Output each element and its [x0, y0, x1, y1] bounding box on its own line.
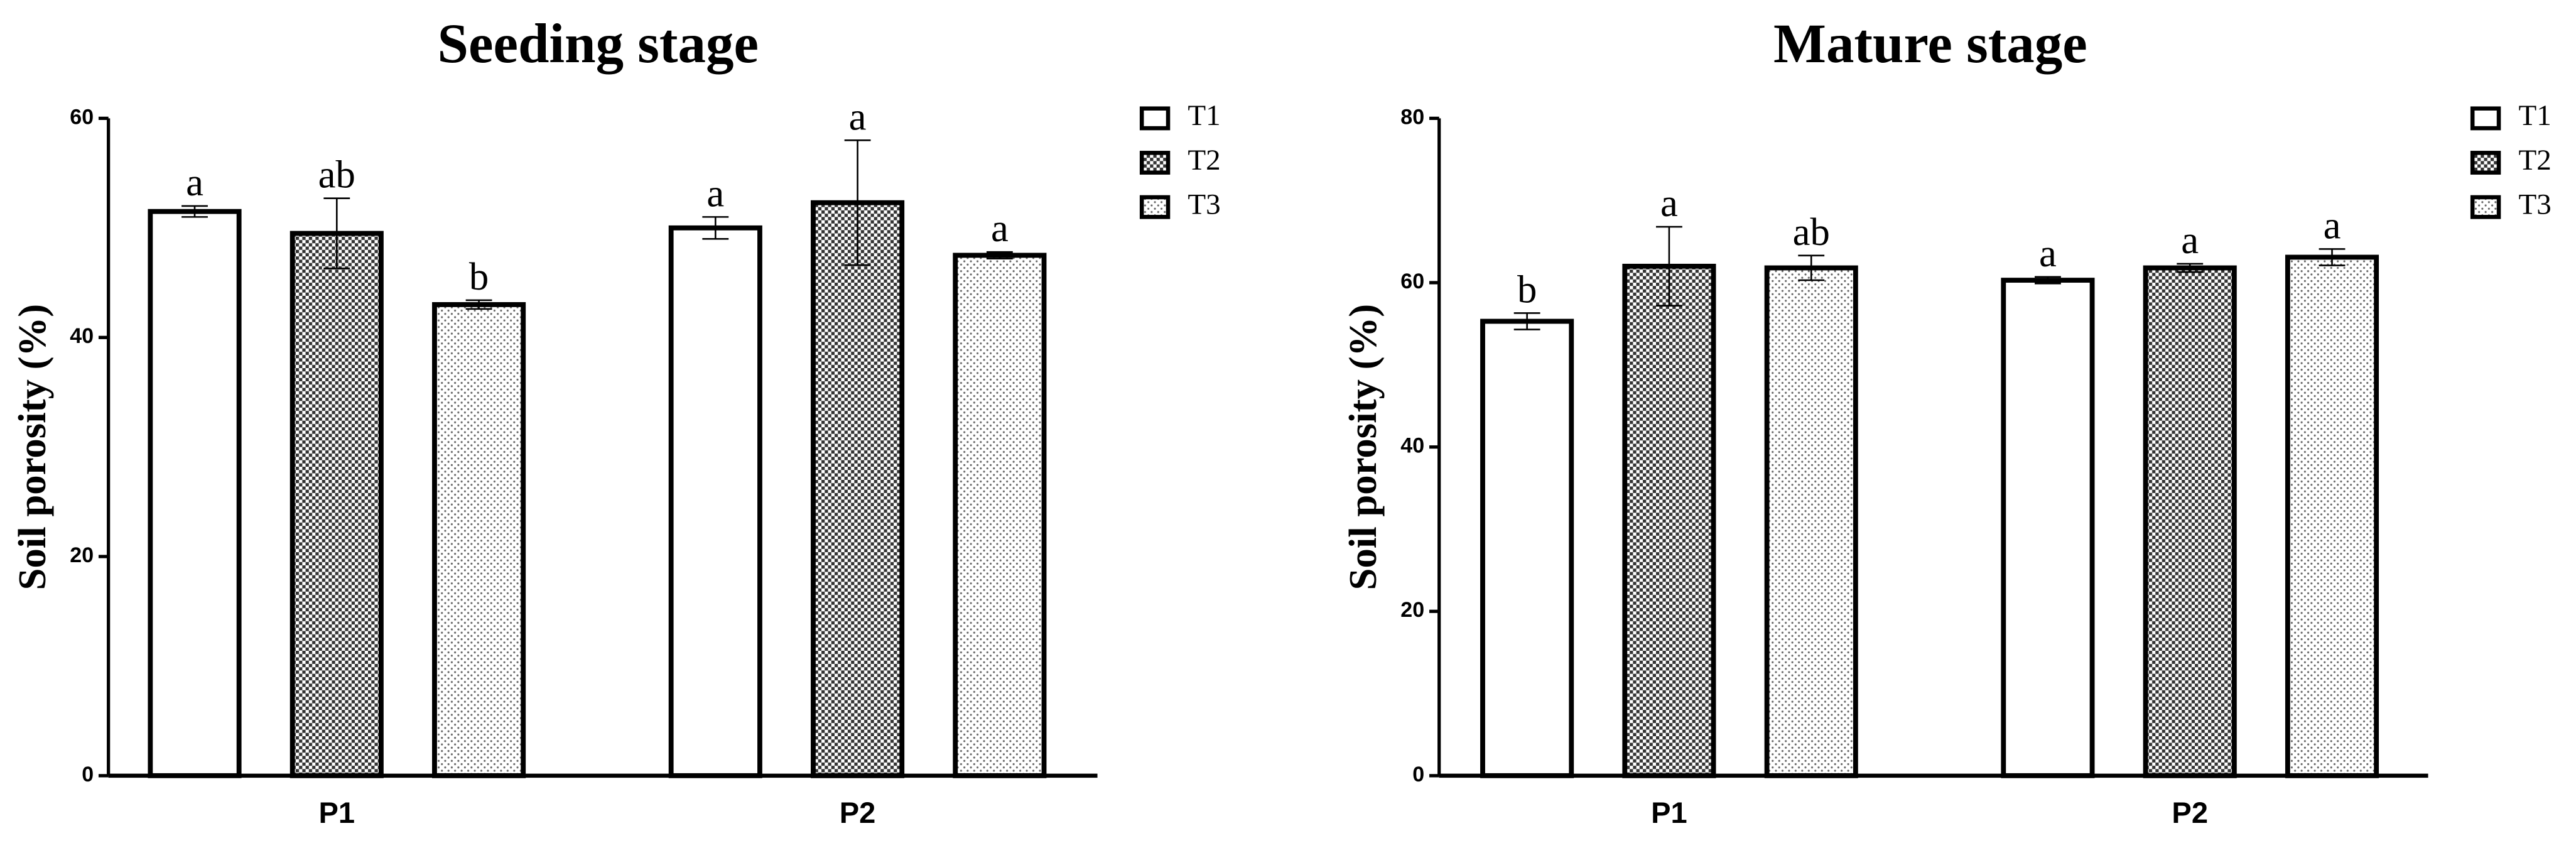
bar	[148, 209, 242, 778]
y-tick-label: 40	[70, 324, 94, 348]
bar	[290, 231, 384, 778]
x-tick-label: P2	[840, 796, 876, 829]
y-tick-label: 40	[1400, 434, 1424, 458]
bar	[1480, 318, 1574, 778]
legend-swatch	[1139, 106, 1171, 131]
significance-letter: b	[469, 254, 489, 298]
significance-letter: a	[186, 160, 203, 204]
x-tick-label: P1	[1651, 796, 1687, 829]
significance-letter: a	[991, 206, 1009, 250]
bar	[1622, 263, 1716, 778]
legend-label: T2	[1188, 144, 1220, 177]
bar	[2001, 278, 2095, 778]
y-tick-label: 0	[82, 763, 94, 786]
bar	[2143, 265, 2237, 778]
legend-label: T1	[1188, 99, 1220, 132]
legend-swatch	[1139, 151, 1171, 175]
bar	[432, 302, 526, 778]
legend-swatch	[1139, 195, 1171, 219]
y-axis-label: Soil porosity (%)	[10, 304, 54, 590]
significance-letter: a	[2324, 203, 2341, 247]
chart-title: Seeding stage	[438, 13, 759, 75]
y-axis-label: Soil porosity (%)	[1341, 304, 1385, 590]
y-tick-label: 60	[1400, 269, 1424, 293]
legend-label: T1	[2518, 99, 2551, 132]
chart-title: Mature stage	[1773, 13, 2087, 75]
significance-letter: b	[1517, 267, 1537, 311]
y-tick-label: 60	[70, 105, 94, 129]
bar	[953, 253, 1047, 778]
bar	[1764, 265, 1858, 778]
significance-letter: a	[2039, 231, 2057, 275]
significance-letter: a	[1660, 181, 1678, 225]
x-tick-label: P2	[2172, 796, 2208, 829]
significance-letter: a	[706, 171, 724, 215]
y-tick-label: 20	[1400, 598, 1424, 622]
y-tick-label: 80	[1400, 105, 1424, 129]
y-tick-label: 0	[1412, 763, 1424, 786]
legend-label: T2	[2518, 144, 2551, 177]
bar	[668, 225, 762, 778]
legend-label: T3	[1188, 188, 1220, 220]
bar	[811, 200, 905, 778]
legend-swatch	[2470, 151, 2501, 175]
significance-letter: a	[2181, 218, 2199, 262]
y-tick-label: 20	[70, 543, 94, 567]
significance-letter: a	[849, 94, 867, 138]
legend-swatch	[2470, 106, 2501, 131]
significance-letter: ab	[1793, 210, 1830, 254]
legend-swatch	[2470, 195, 2501, 219]
significance-letter: ab	[318, 153, 355, 197]
bar	[2285, 254, 2379, 778]
x-tick-label: P1	[318, 796, 355, 829]
legend-label: T3	[2518, 188, 2551, 220]
